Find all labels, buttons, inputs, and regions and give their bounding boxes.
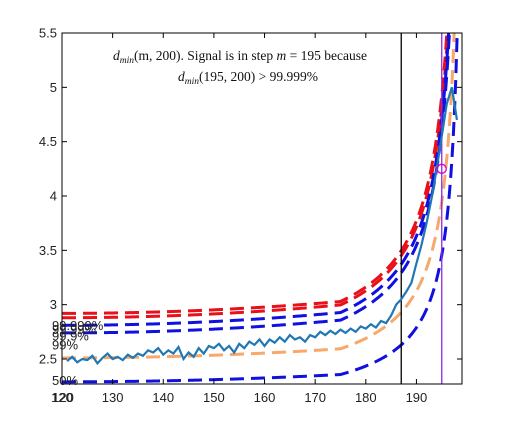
x-tick-label: 170: [304, 390, 326, 405]
y-tick-label: 3: [50, 297, 57, 312]
threshold-curve-median-band-4: [62, 33, 456, 360]
y-tick-label: 4: [50, 189, 57, 204]
y-tick-label: 2.5: [39, 352, 57, 367]
x-tick-label: 160: [254, 390, 276, 405]
threshold-curve-999: [62, 33, 451, 327]
percentile-label: 99.9%: [52, 329, 89, 344]
threshold-curve-9999: [62, 33, 450, 320]
y-tick-label: 5.5: [39, 26, 57, 41]
percentile-label: 99.99%: [52, 322, 97, 337]
threshold-curve-99999: [62, 33, 449, 315]
x-tick-label: 190: [406, 390, 428, 405]
plot-frame: [61, 32, 463, 385]
x-tick-label: 140: [152, 390, 174, 405]
x-tick-label: 130: [102, 390, 124, 405]
x-tick-label: 180: [355, 390, 377, 405]
x-tick-label: 120: [51, 390, 73, 405]
signal-series-line: [66, 87, 459, 366]
threshold-curve-50: [62, 33, 459, 384]
threshold-curve-99: [62, 33, 451, 335]
percentile-label: 50%: [52, 373, 78, 388]
detection-marker: [436, 163, 447, 174]
y-tick-label: 5: [50, 80, 57, 95]
x-tick-label: 150: [203, 390, 225, 405]
y-tick-label: 4.5: [39, 134, 57, 149]
percentile-label: 99.999%: [52, 318, 104, 333]
annotation-line-2: dmin(195, 200) > 99.999%: [178, 69, 318, 87]
annotation-line-1: dmin(m, 200). Signal is in step m = 195 …: [113, 48, 367, 66]
percentile-label: 99%: [52, 337, 78, 352]
y-tick-label: 3.5: [39, 243, 57, 258]
x-tick-label-overlay: 120: [52, 390, 74, 405]
